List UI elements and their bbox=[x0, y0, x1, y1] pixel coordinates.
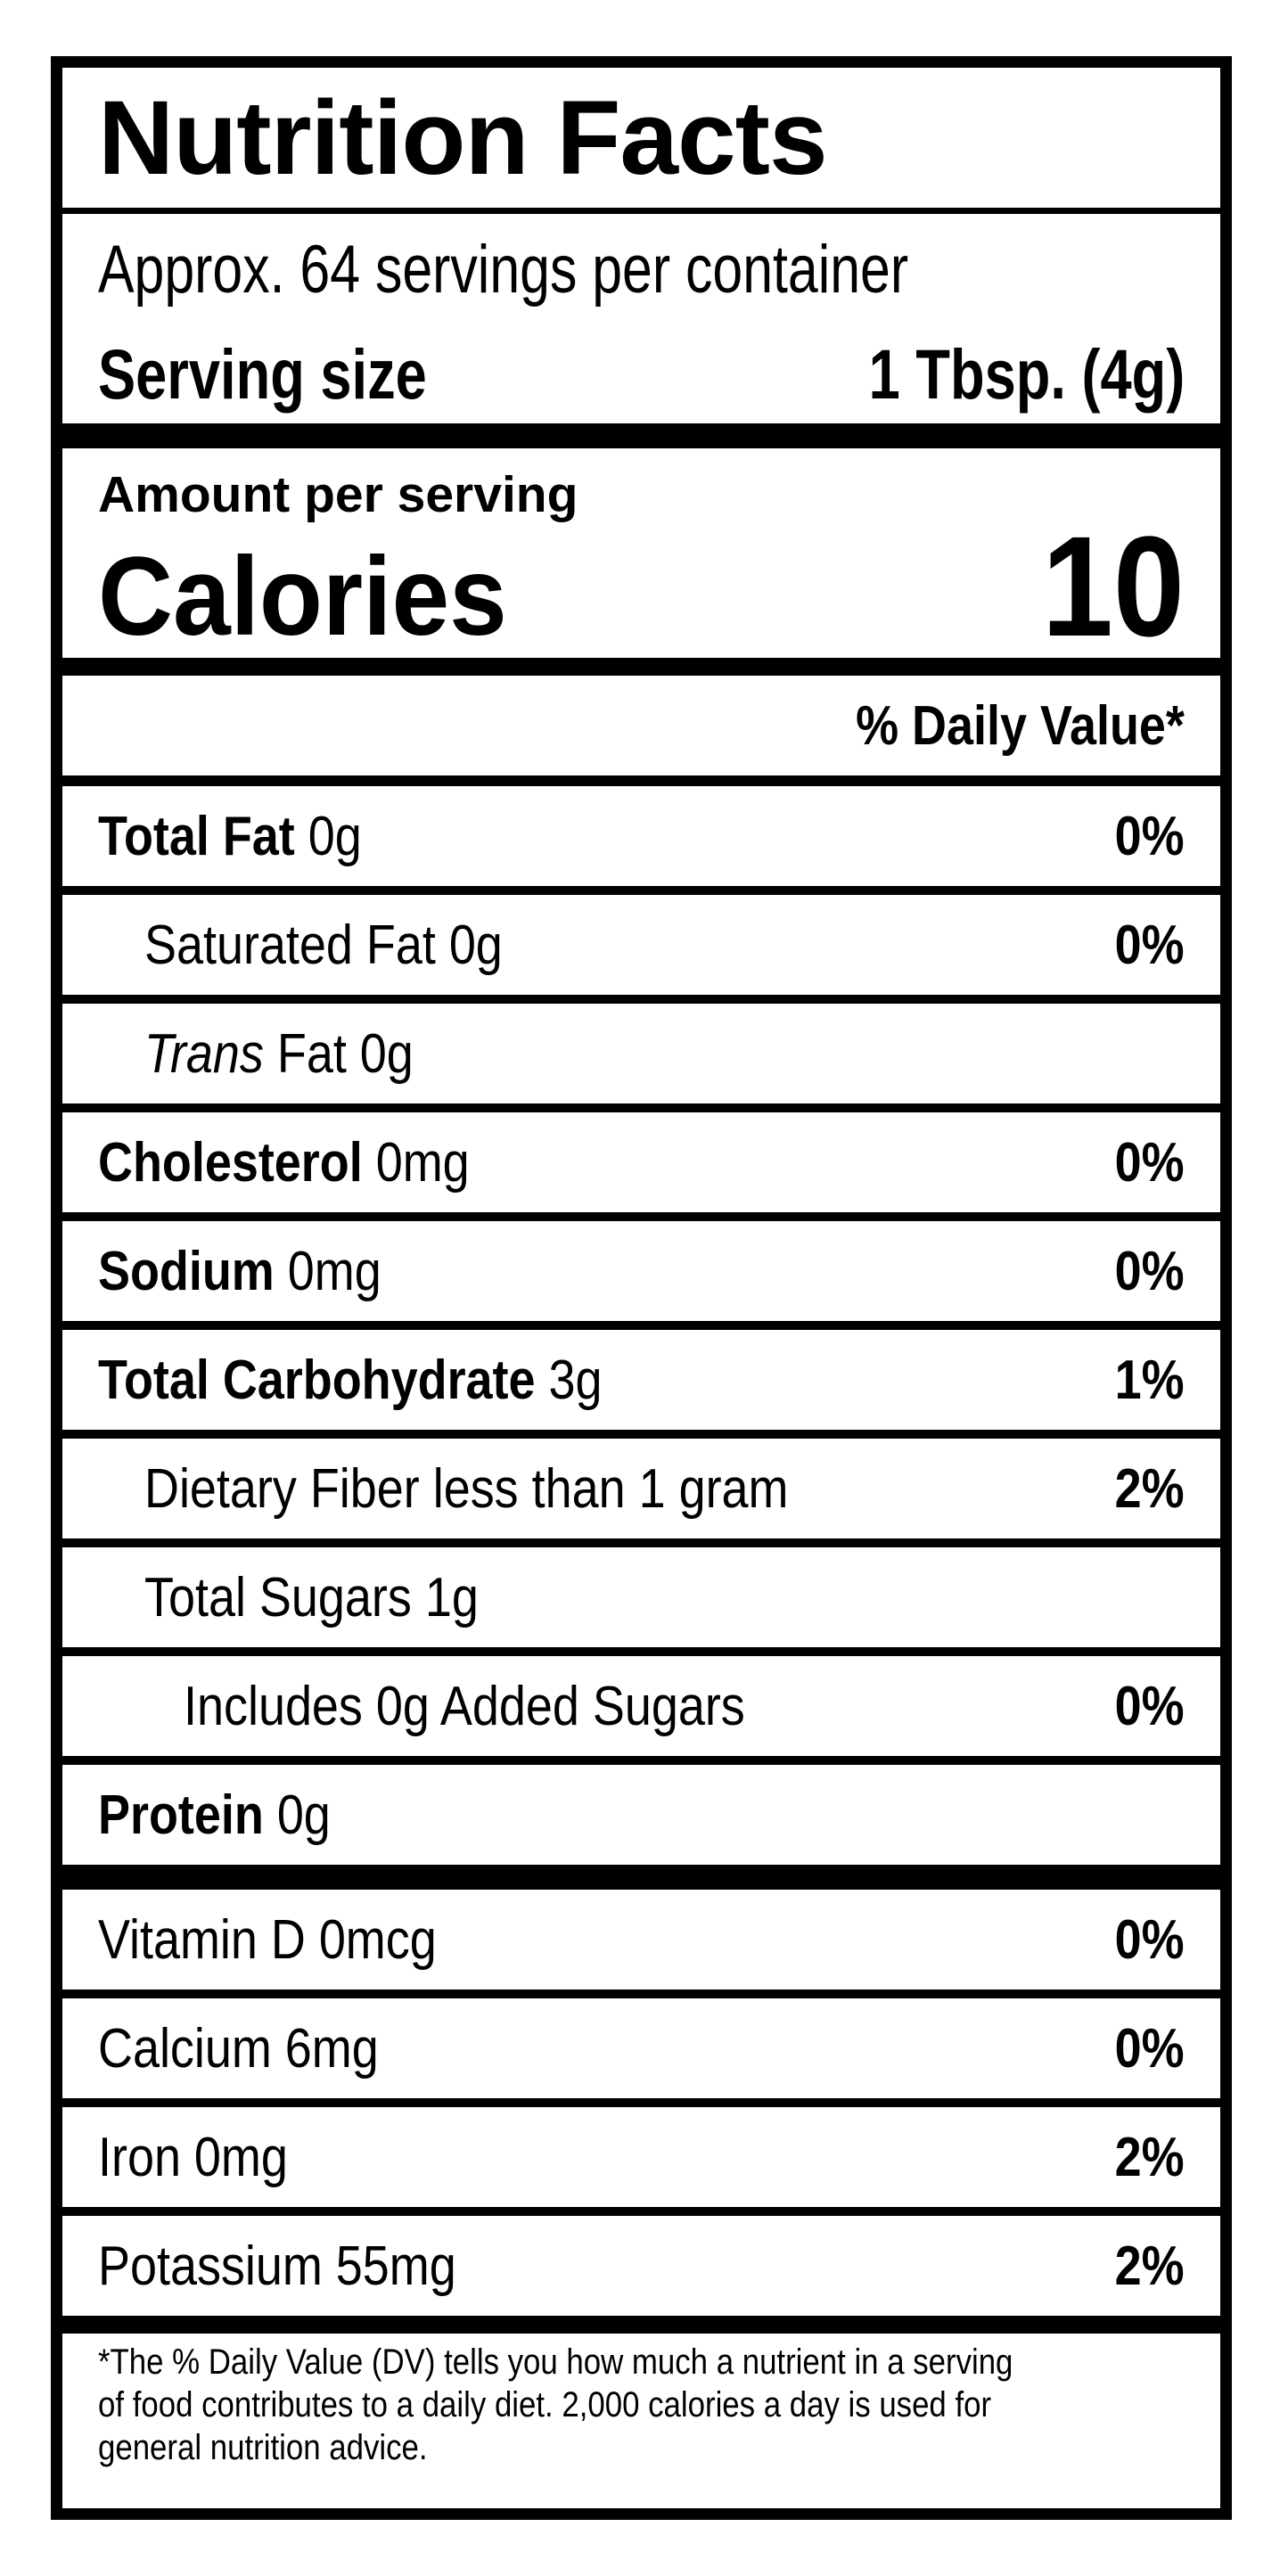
micronutrient-dv: 0% bbox=[1115, 1908, 1185, 1971]
footnote-line-3: general nutrition advice. bbox=[98, 2428, 428, 2467]
micronutrient-dv: 2% bbox=[1115, 2235, 1185, 2297]
row-rule bbox=[62, 1538, 1220, 1547]
nutrient-name: Includes 0g Added Sugars bbox=[184, 1675, 745, 1737]
thick-separator-protein bbox=[62, 1865, 1220, 1890]
servings-per-container: Approx. 64 servings per container bbox=[98, 232, 909, 308]
nutrient-dv: 1% bbox=[1115, 1349, 1185, 1411]
micronutrient-dv: 2% bbox=[1115, 2126, 1185, 2188]
daily-value-rule bbox=[62, 775, 1220, 786]
nutrient-row-protein: Protein 0g bbox=[62, 1765, 1220, 1865]
micronutrient-name: Potassium 55mg bbox=[98, 2235, 456, 2297]
row-rule bbox=[62, 2207, 1220, 2216]
nutrient-name: Cholesterol 0mg bbox=[98, 1131, 470, 1194]
nutrient-row-total-sugars: Total Sugars 1g bbox=[62, 1547, 1220, 1647]
nutrient-dv: 0% bbox=[1115, 1131, 1185, 1194]
label-title-section: Nutrition Facts bbox=[62, 68, 1220, 208]
row-rule bbox=[62, 1430, 1220, 1439]
nutrient-name: Saturated Fat 0g bbox=[144, 914, 503, 976]
daily-value-header-row: % Daily Value* bbox=[62, 676, 1220, 775]
row-rule bbox=[62, 1212, 1220, 1221]
micronutrient-name: Calcium 6mg bbox=[98, 2017, 379, 2080]
daily-value-header: % Daily Value* bbox=[856, 694, 1185, 757]
row-rule bbox=[62, 1756, 1220, 1765]
nutrient-row-total-fat: Total Fat 0g 0% bbox=[62, 786, 1220, 886]
nutrient-row-trans-fat: Trans Fat 0g bbox=[62, 1004, 1220, 1103]
row-rule bbox=[62, 1989, 1220, 1998]
nutrient-row-added-sugars: Includes 0g Added Sugars 0% bbox=[62, 1656, 1220, 1756]
micronutrient-dv: 0% bbox=[1115, 2017, 1185, 2080]
calories-separator bbox=[62, 658, 1220, 676]
footnote-separator bbox=[62, 2316, 1220, 2334]
nutrient-row-cholesterol: Cholesterol 0mg 0% bbox=[62, 1112, 1220, 1212]
calories-value: 10 bbox=[1041, 505, 1185, 666]
nutrient-dv: 0% bbox=[1115, 1675, 1185, 1737]
nutrient-name: Total Sugars 1g bbox=[144, 1566, 479, 1628]
nutrient-name: Dietary Fiber less than 1 gram bbox=[144, 1457, 789, 1520]
serving-size-row: Serving size 1 Tbsp. (4g) bbox=[62, 325, 1220, 423]
nutrient-row-sodium: Sodium 0mg 0% bbox=[62, 1221, 1220, 1321]
footnote-line-1: *The % Daily Value (DV) tells you how mu… bbox=[98, 2342, 1013, 2382]
nutrient-dv: 0% bbox=[1115, 914, 1185, 976]
micronutrient-row-calcium: Calcium 6mg 0% bbox=[62, 1998, 1220, 2098]
row-rule bbox=[62, 1321, 1220, 1330]
nutrient-row-saturated-fat: Saturated Fat 0g 0% bbox=[62, 895, 1220, 995]
title-rule bbox=[62, 208, 1220, 214]
micronutrient-row-vitamin-d: Vitamin D 0mcg 0% bbox=[62, 1890, 1220, 1989]
label-title: Nutrition Facts bbox=[98, 78, 828, 197]
nutrient-name: Sodium 0mg bbox=[98, 1240, 381, 1302]
nutrient-row-total-carbohydrate: Total Carbohydrate 3g 1% bbox=[62, 1330, 1220, 1430]
serving-size-label: Serving size bbox=[98, 334, 427, 414]
row-rule bbox=[62, 1647, 1220, 1656]
row-rule bbox=[62, 995, 1220, 1004]
micronutrient-name: Vitamin D 0mcg bbox=[98, 1908, 437, 1971]
micronutrient-row-iron: Iron 0mg 2% bbox=[62, 2107, 1220, 2207]
nutrient-name: Total Carbohydrate 3g bbox=[98, 1349, 603, 1411]
footnote-line-2: of food contributes to a daily diet. 2,0… bbox=[98, 2385, 992, 2424]
micronutrient-name: Iron 0mg bbox=[98, 2126, 288, 2188]
row-rule bbox=[62, 2098, 1220, 2107]
micronutrient-row-potassium: Potassium 55mg 2% bbox=[62, 2216, 1220, 2316]
amount-per-serving-label: Amount per serving bbox=[98, 466, 578, 523]
nutrition-facts-label: Nutrition Facts Approx. 64 servings per … bbox=[51, 56, 1232, 2520]
row-rule bbox=[62, 1103, 1220, 1112]
calories-label: Calories bbox=[98, 535, 507, 659]
nutrient-name: Total Fat 0g bbox=[98, 805, 362, 867]
nutrient-dv: 0% bbox=[1115, 805, 1185, 867]
nutrient-row-dietary-fiber: Dietary Fiber less than 1 gram 2% bbox=[62, 1439, 1220, 1538]
servings-per-container-row: Approx. 64 servings per container bbox=[62, 214, 1220, 325]
nutrient-dv: 0% bbox=[1115, 1240, 1185, 1302]
calories-section: Amount per serving Calories 10 bbox=[62, 448, 1220, 658]
row-rule bbox=[62, 886, 1220, 895]
thick-separator-top bbox=[62, 423, 1220, 448]
footnote: *The % Daily Value (DV) tells you how mu… bbox=[62, 2334, 1220, 2508]
nutrient-name: Trans Fat 0g bbox=[144, 1022, 414, 1085]
nutrient-name: Protein 0g bbox=[98, 1784, 331, 1846]
nutrient-dv: 2% bbox=[1115, 1457, 1185, 1520]
serving-size-value: 1 Tbsp. (4g) bbox=[868, 334, 1185, 414]
